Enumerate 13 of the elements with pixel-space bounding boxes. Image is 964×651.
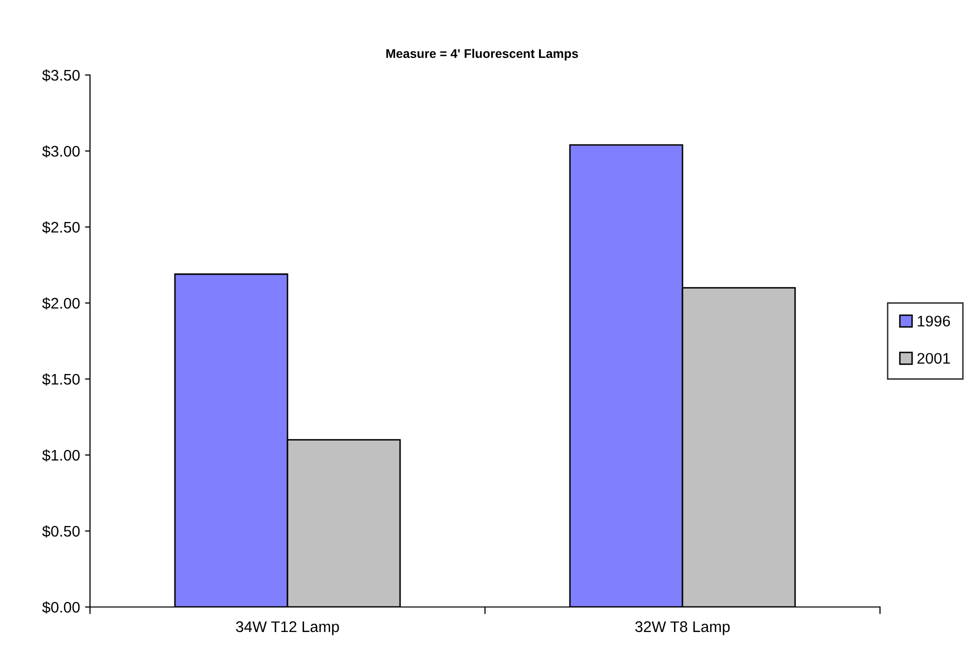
y-tick-label: $1.00: [42, 449, 80, 462]
y-tick-label: $2.50: [42, 221, 80, 234]
y-tick-label: $3.50: [42, 69, 80, 82]
y-tick-label: $3.00: [42, 145, 80, 158]
x-tick-label: 34W T12 Lamp: [236, 621, 339, 636]
legend-label: 2001: [917, 352, 950, 364]
x-tick-label: 32W T8 Lamp: [635, 621, 730, 636]
chart-title: Measure = 4' Fluorescent Lamps: [386, 48, 578, 60]
y-tick-label: $0.00: [42, 601, 80, 614]
legend-label: 1996: [918, 316, 950, 327]
y-tick-label: $0.50: [42, 525, 80, 538]
y-tick-label: $1.50: [42, 373, 80, 386]
y-tick-label: $2.00: [42, 297, 80, 310]
